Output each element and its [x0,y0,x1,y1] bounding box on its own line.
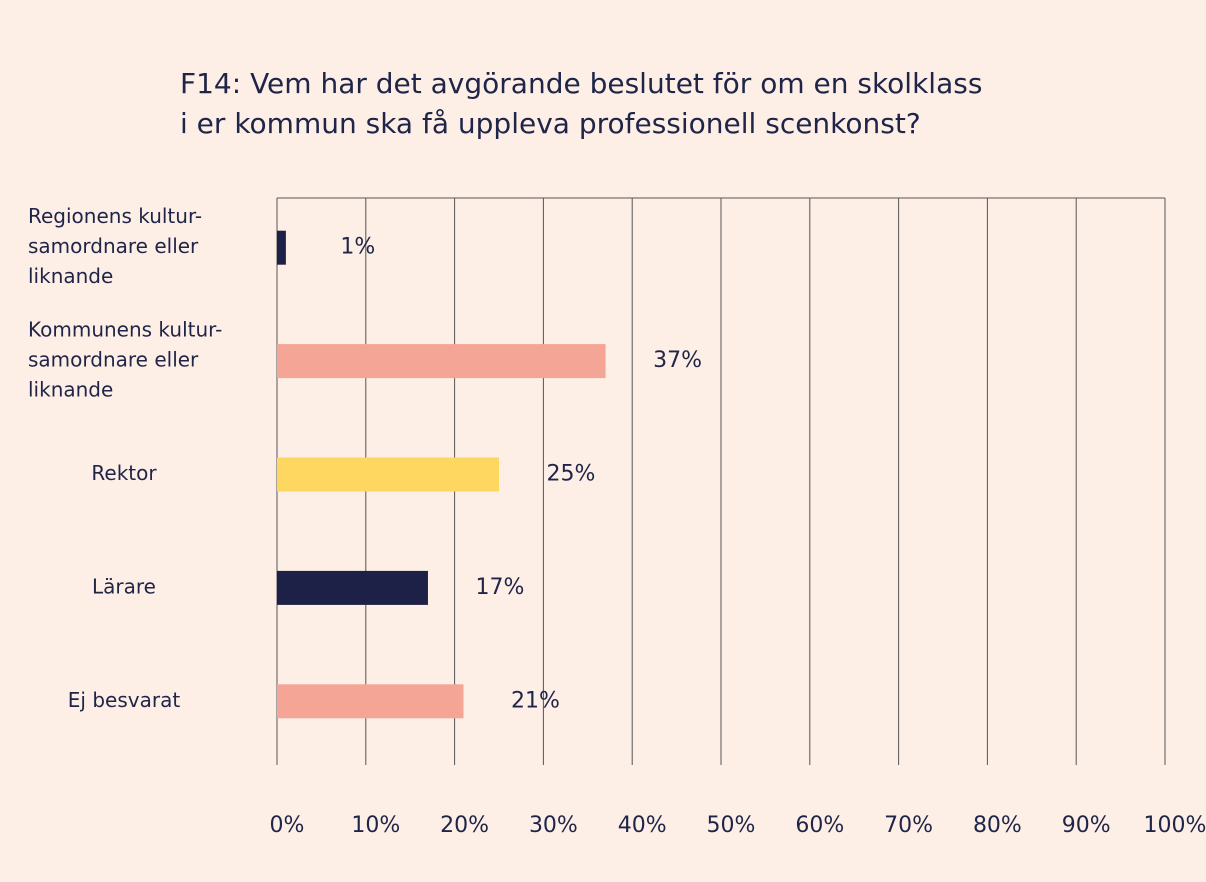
value-label: 17% [476,575,525,600]
category-label: Lärare [92,574,156,598]
bar [277,344,606,379]
bar [277,570,428,605]
x-tick-label: 50% [707,813,756,838]
category-label: Rektor [91,461,157,485]
category-label: liknande [28,378,113,402]
x-tick-label: 80% [973,813,1022,838]
x-tick-label: 30% [529,813,578,838]
value-label: 37% [653,348,702,373]
x-tick-label: 100% [1144,813,1206,838]
category-label: Kommunens kultur- [28,318,222,342]
x-tick-label: 70% [884,813,933,838]
value-label: 21% [511,688,560,713]
bar [277,684,464,719]
x-tick-label: 10% [351,813,400,838]
category-label: liknande [28,264,113,288]
category-label: samordnare eller [28,348,199,372]
x-tick-label: 0% [270,813,305,838]
bar [277,457,499,492]
x-tick-label: 60% [795,813,844,838]
chart-title: F14: Vem har det avgörande beslutet för … [180,67,982,100]
category-label: Ej besvarat [68,688,181,712]
x-tick-label: 90% [1062,813,1111,838]
bar [277,230,286,265]
x-tick-label: 20% [440,813,489,838]
chart-title: i er kommun ska få uppleva professionell… [180,107,921,140]
value-label: 25% [547,462,596,487]
x-tick-label: 40% [618,813,667,838]
category-label: Regionens kultur- [28,204,202,228]
category-label: samordnare eller [28,234,199,258]
value-label: 1% [340,235,375,260]
